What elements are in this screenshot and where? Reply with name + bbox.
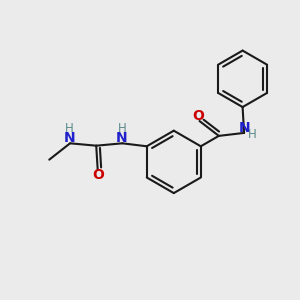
- Text: O: O: [92, 168, 103, 182]
- Text: N: N: [238, 121, 250, 135]
- Text: N: N: [64, 131, 75, 145]
- Text: O: O: [192, 109, 204, 123]
- Text: H: H: [65, 122, 74, 135]
- Text: H: H: [117, 122, 126, 135]
- Text: H: H: [248, 128, 257, 141]
- Text: N: N: [116, 131, 128, 145]
